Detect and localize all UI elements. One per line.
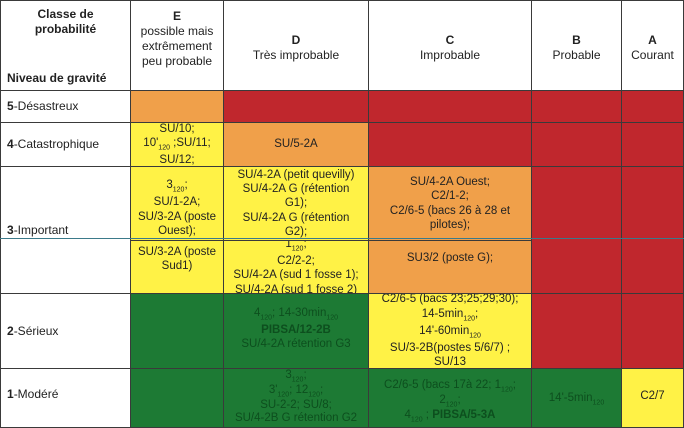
cell-1-e (130, 368, 224, 428)
column-desc: Probable (552, 48, 601, 62)
cell-3-e-top: 3120; SU/1-2A; SU/3-2A (poste Ouest); (130, 166, 224, 241)
column-letter: A (648, 33, 657, 47)
cell-3-d-bottom: 1120; C2/2-2; SU/4-2A (sud 1 fosse 1); S… (223, 240, 369, 294)
column-desc: possible mais extrêmement peu probable (140, 24, 214, 68)
cell-3-e-bottom: SU/3-2A (poste Sud1) (130, 240, 224, 294)
cell-5-b (531, 90, 622, 123)
cell-4-b (531, 122, 622, 167)
column-header-d: D Très improbable (223, 0, 369, 91)
cell-5-d (223, 90, 369, 123)
cell-1-c: C2/6-5 (bacs 17à 22; 1120; 2120; 4120 ; … (368, 368, 532, 428)
row-label-5: 5-Désastreux (0, 90, 131, 123)
cell-5-e (130, 90, 224, 123)
cell-2-c: C2/6-5 (bacs 23;25;29;30); 14-5min120; 1… (368, 293, 532, 369)
column-desc: Courant (631, 48, 674, 62)
column-letter: C (445, 33, 455, 47)
cell-3-d-top: SU/4-2A (petit quevilly) SU/4-2A G (réte… (223, 166, 369, 241)
column-header-b: B Probable (531, 0, 622, 91)
column-header-c: C Improbable (368, 0, 532, 91)
row-label-2: 2-Sérieux (0, 293, 131, 369)
column-desc: Très improbable (252, 48, 340, 62)
cell-3-b (531, 166, 622, 294)
cell-2-e (130, 293, 224, 369)
cell-2-d: 4120; 14-30min120 PIBSA/12-2B SU/4-2A ré… (223, 293, 369, 369)
classe-label: Classe de probabilité (34, 7, 97, 36)
row-label-3: 3-Important (0, 166, 131, 294)
cell-1-a: C2/7 (621, 368, 684, 428)
cell-2-a (621, 293, 684, 369)
scan-line (0, 238, 684, 239)
cell-4-c (368, 122, 532, 167)
cell-4-d: SU/5-2A (223, 122, 369, 167)
column-letter: B (572, 33, 581, 47)
row-label-4: 4-Catastrophique (0, 122, 131, 167)
column-letter: E (172, 9, 181, 23)
cell-5-a (621, 90, 684, 123)
niveau-label: Niveau de gravité (7, 71, 107, 85)
column-desc: Improbable (419, 48, 481, 62)
cell-4-e: SU/10; 10'120 ;SU/11; SU/12; (130, 122, 224, 167)
cell-2-b (531, 293, 622, 369)
cell-3-c-bottom: SU3/2 (poste G); (368, 240, 532, 294)
cell-5-c (368, 90, 532, 123)
cell-3-a (621, 166, 684, 294)
row-label-1: 1-Modéré (0, 368, 131, 428)
cell-3-c-top: SU/4-2A Ouest; C2/1-2; C2/6-5 (bacs 26 à… (368, 166, 532, 241)
column-header-a: A Courant (621, 0, 684, 91)
header-corner: Classe de probabilité Niveau de gravité (0, 0, 131, 91)
column-letter: D (291, 33, 301, 47)
cell-1-b: 14'-5min120 (531, 368, 622, 428)
cell-4-a (621, 122, 684, 167)
column-header-e: E possible mais extrêmement peu probable (130, 0, 224, 91)
cell-1-d: 3120; 3'120; 12120; SU-2-2; SU/8; SU/4-2… (223, 368, 369, 428)
